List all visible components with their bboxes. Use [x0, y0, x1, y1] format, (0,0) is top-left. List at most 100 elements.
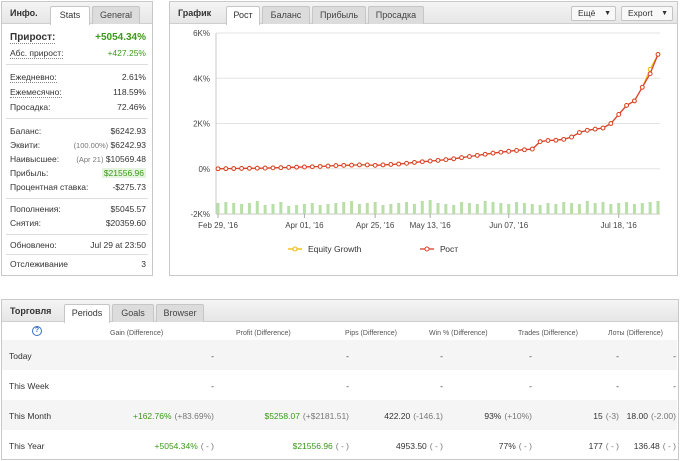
data-point [231, 166, 237, 171]
volume-bar [656, 201, 660, 214]
daily-label[interactable]: Ежедневно: [10, 72, 57, 83]
monthly-label[interactable]: Ежемесячно: [10, 87, 62, 98]
cell-lots: 136.48( - ) [634, 441, 676, 451]
cell-gain-value: +5054.34% [154, 441, 198, 451]
tracking-value: 3 [141, 259, 146, 269]
series-line [217, 54, 659, 170]
cell-pips: 4953.50( - ) [396, 441, 443, 451]
chart-title: График [178, 8, 212, 18]
tab-goals[interactable]: Goals [112, 304, 154, 322]
tab-drawdown[interactable]: Просадка [368, 6, 424, 24]
data-point [247, 165, 252, 171]
cell-profit-difference: ( - ) [335, 441, 349, 451]
deposits-row: Пополнения: $5045.57 [10, 204, 146, 215]
cell-trades-difference: (-3) [605, 411, 619, 421]
cell-profit-value: $5258.07 [264, 411, 300, 421]
data-point [333, 163, 339, 168]
withdrawals-label: Снятия: [10, 218, 42, 228]
column-lots[interactable]: Лоты (Difference) [608, 330, 663, 337]
column-profit[interactable]: Profit (Difference) [236, 330, 291, 337]
data-point [364, 162, 370, 168]
more-dropdown[interactable]: Ещё ▼ [571, 6, 616, 21]
data-point [608, 121, 614, 126]
cell-lots-value: 136.48 [633, 441, 660, 451]
balance-label: Баланс: [10, 126, 42, 136]
cell-trades: 15 (-3) [593, 411, 619, 421]
profit-label: Прибыль: [10, 168, 49, 178]
x-tick-label: Apr 25, '16 [356, 221, 395, 230]
chevron-down-icon: ▼ [604, 10, 611, 17]
cell-lots-value: - [673, 381, 676, 391]
cell-win: 77%( - ) [499, 441, 532, 451]
column-pips[interactable]: Pips (Difference) [345, 330, 398, 337]
volume-bar [326, 204, 330, 214]
divider [6, 198, 148, 199]
data-point [294, 164, 299, 170]
tab-periods[interactable]: Periods [64, 304, 110, 323]
equity-percent: (100.00%) [73, 141, 109, 150]
tab-stats[interactable]: Stats [50, 6, 90, 25]
deposits-value: $5045.57 [110, 204, 146, 214]
help-icon[interactable]: ? [32, 326, 42, 336]
volume-bar [522, 203, 526, 214]
volume-bar [397, 203, 401, 214]
cell-trades-difference: ( - ) [605, 441, 619, 451]
volume-bar [585, 201, 589, 214]
data-point [396, 161, 402, 167]
legend-label: Equity Growth [308, 244, 362, 254]
data-point [254, 165, 260, 171]
growth-chart[interactable]: 6K% 4K% 2K% 0% -2K% Feb 29, '16 Apr 01, '16 Apr… [170, 24, 679, 276]
volume-bar [491, 202, 495, 214]
daily-row: Ежедневно: 2.61% [10, 72, 146, 83]
tab-general[interactable]: General [92, 6, 140, 24]
volume-bar [357, 204, 361, 214]
more-label: Ещё [578, 8, 596, 18]
profit-value: $21556.96 [101, 168, 146, 178]
volume-bar [609, 204, 613, 214]
volume-bar [570, 203, 574, 214]
tab-browser[interactable]: Browser [156, 304, 204, 322]
info-panel-header: Инфо. Stats General [2, 2, 152, 25]
interest-value: -$275.73 [112, 182, 146, 192]
highest-label: Наивысшее: [10, 154, 60, 164]
cell-trades: - [616, 381, 619, 391]
abs-gain-value: +427.25% [107, 48, 146, 58]
volume-bar [247, 203, 251, 214]
export-dropdown[interactable]: Export ▼ [621, 6, 673, 21]
data-point [498, 149, 504, 155]
abs-gain-label[interactable]: Абс. прирост: [10, 48, 64, 59]
tab-profit[interactable]: Прибыль [312, 6, 366, 24]
column-win[interactable]: Win % (Difference) [429, 330, 488, 337]
series-line [217, 54, 659, 170]
volume-bar [515, 202, 519, 214]
trading-title: Торговля [10, 306, 52, 316]
abs-gain-row: Абс. прирост: +427.25% [10, 48, 146, 59]
cell-profit: - [346, 381, 349, 391]
cell-profit: - [346, 351, 349, 361]
column-trades[interactable]: Trades (Difference) [518, 330, 578, 337]
data-point [341, 162, 347, 168]
data-point [592, 126, 598, 132]
x-tick-label: Feb 29, '16 [198, 221, 238, 230]
drawdown-label: Просадка: [10, 102, 51, 112]
tab-growth[interactable]: Рост [226, 6, 260, 25]
cell-pips: - [440, 381, 443, 391]
cell-profit-value: - [346, 351, 349, 361]
volume-bar [271, 204, 275, 214]
tab-balance[interactable]: Баланс [262, 6, 310, 24]
data-point [545, 138, 551, 143]
y-tick-label: -2K% [190, 210, 210, 219]
data-point [553, 137, 559, 143]
table-row: Today - - - - - - [2, 340, 677, 370]
row-label: This Week [9, 381, 49, 391]
gain-label[interactable]: Прирост: [10, 32, 56, 44]
column-gain[interactable]: Gain (Difference) [110, 330, 164, 337]
volume-bar [279, 202, 283, 214]
volume-bar [224, 202, 228, 214]
cell-pips-value: - [440, 351, 443, 361]
cell-profit: $21556.96( - ) [293, 441, 349, 451]
volume-bar [554, 204, 558, 214]
volume-bar [302, 204, 306, 214]
x-tick-label: May 13, '16 [410, 221, 452, 230]
volume-bar [389, 204, 393, 214]
